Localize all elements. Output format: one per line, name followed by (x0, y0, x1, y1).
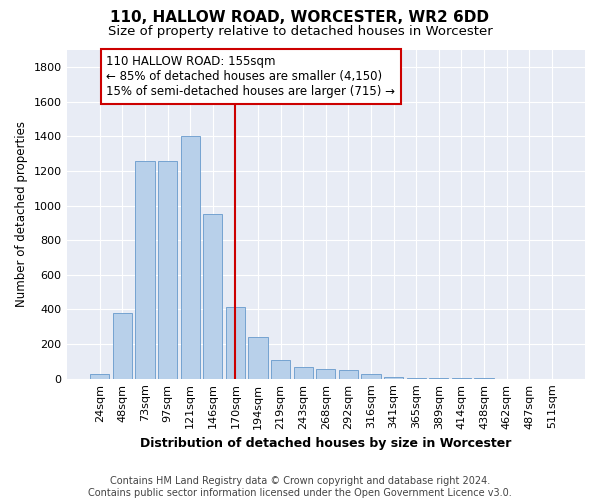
Y-axis label: Number of detached properties: Number of detached properties (15, 122, 28, 308)
Bar (316, 369, 335, 378)
Bar (90, 374, 109, 378)
Bar (226, 307, 245, 378)
Bar (181, 136, 200, 378)
Text: 110 HALLOW ROAD: 155sqm
← 85% of detached houses are smaller (4,150)
15% of semi: 110 HALLOW ROAD: 155sqm ← 85% of detache… (106, 55, 395, 98)
X-axis label: Distribution of detached houses by size in Worcester: Distribution of detached houses by size … (140, 437, 511, 450)
Bar (136, 160, 155, 378)
Bar (339, 370, 358, 378)
Bar (271, 360, 290, 378)
Text: Contains HM Land Registry data © Crown copyright and database right 2024.
Contai: Contains HM Land Registry data © Crown c… (88, 476, 512, 498)
Bar (293, 366, 313, 378)
Bar (384, 376, 403, 378)
Bar (248, 337, 268, 378)
Text: Size of property relative to detached houses in Worcester: Size of property relative to detached ho… (107, 25, 493, 38)
Bar (158, 160, 177, 378)
Bar (203, 214, 223, 378)
Text: 110, HALLOW ROAD, WORCESTER, WR2 6DD: 110, HALLOW ROAD, WORCESTER, WR2 6DD (110, 10, 490, 25)
Bar (113, 313, 132, 378)
Bar (361, 374, 380, 378)
